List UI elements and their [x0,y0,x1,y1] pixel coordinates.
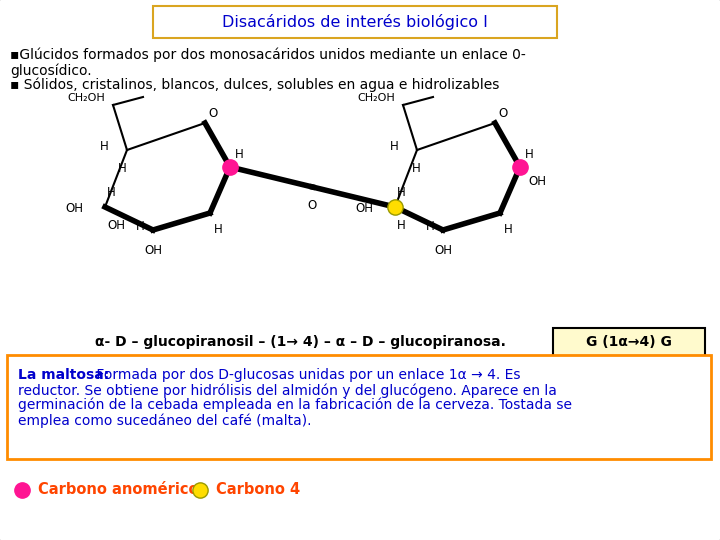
Text: H: H [397,186,406,199]
FancyBboxPatch shape [7,355,711,459]
Text: germinación de la cebada empleada en la fabricación de la cerveza. Tostada se: germinación de la cebada empleada en la … [18,398,572,413]
Text: La maltosa:: La maltosa: [18,368,109,382]
Text: G (1α→4) G: G (1α→4) G [586,335,672,349]
Text: H: H [107,186,116,199]
Text: Carbono 4: Carbono 4 [216,483,300,497]
Text: OH: OH [528,175,546,188]
Text: ▪ Sólidos, cristalinos, blancos, dulces, solubles en agua e hidrolizables: ▪ Sólidos, cristalinos, blancos, dulces,… [10,78,500,92]
Text: Disacáridos de interés biológico I: Disacáridos de interés biológico I [222,14,488,30]
Text: H: H [397,219,406,232]
Text: α- D – glucopiranosil – (1→ 4) – α – D – glucopiranosa.: α- D – glucopiranosil – (1→ 4) – α – D –… [95,335,506,349]
Text: emplea como sucedáneo del café (malta).: emplea como sucedáneo del café (malta). [18,413,312,428]
Text: OH: OH [65,202,83,215]
Text: CH₂OH: CH₂OH [357,93,395,103]
Text: H: H [235,148,244,161]
Text: O: O [208,107,217,120]
Text: H: H [426,219,435,233]
Text: H: H [136,219,145,233]
Text: H: H [390,139,399,152]
Text: O: O [498,107,508,120]
Text: Carbono anomérico: Carbono anomérico [38,483,199,497]
Text: H: H [117,162,127,175]
Text: reductor. Se obtiene por hidrólisis del almidón y del glucógeno. Aparece en la: reductor. Se obtiene por hidrólisis del … [18,383,557,397]
Text: H: H [525,148,534,161]
Text: H: H [214,223,222,236]
Text: OH: OH [355,202,373,215]
Text: Formada por dos D-glucosas unidas por un enlace 1α → 4. Es: Formada por dos D-glucosas unidas por un… [92,368,521,382]
Text: ▪Glúcidos formados por dos monosacáridos unidos mediante un enlace 0-: ▪Glúcidos formados por dos monosacáridos… [10,48,526,63]
Text: O: O [308,199,317,212]
Text: OH: OH [144,244,162,257]
Text: OH: OH [434,244,452,257]
Text: H: H [504,223,513,236]
Text: glucosídico.: glucosídico. [10,63,91,78]
Text: H: H [100,139,109,152]
FancyBboxPatch shape [153,6,557,38]
Text: H: H [412,162,420,175]
Text: OH: OH [107,219,125,232]
FancyBboxPatch shape [553,328,705,356]
Text: CH₂OH: CH₂OH [67,93,105,103]
